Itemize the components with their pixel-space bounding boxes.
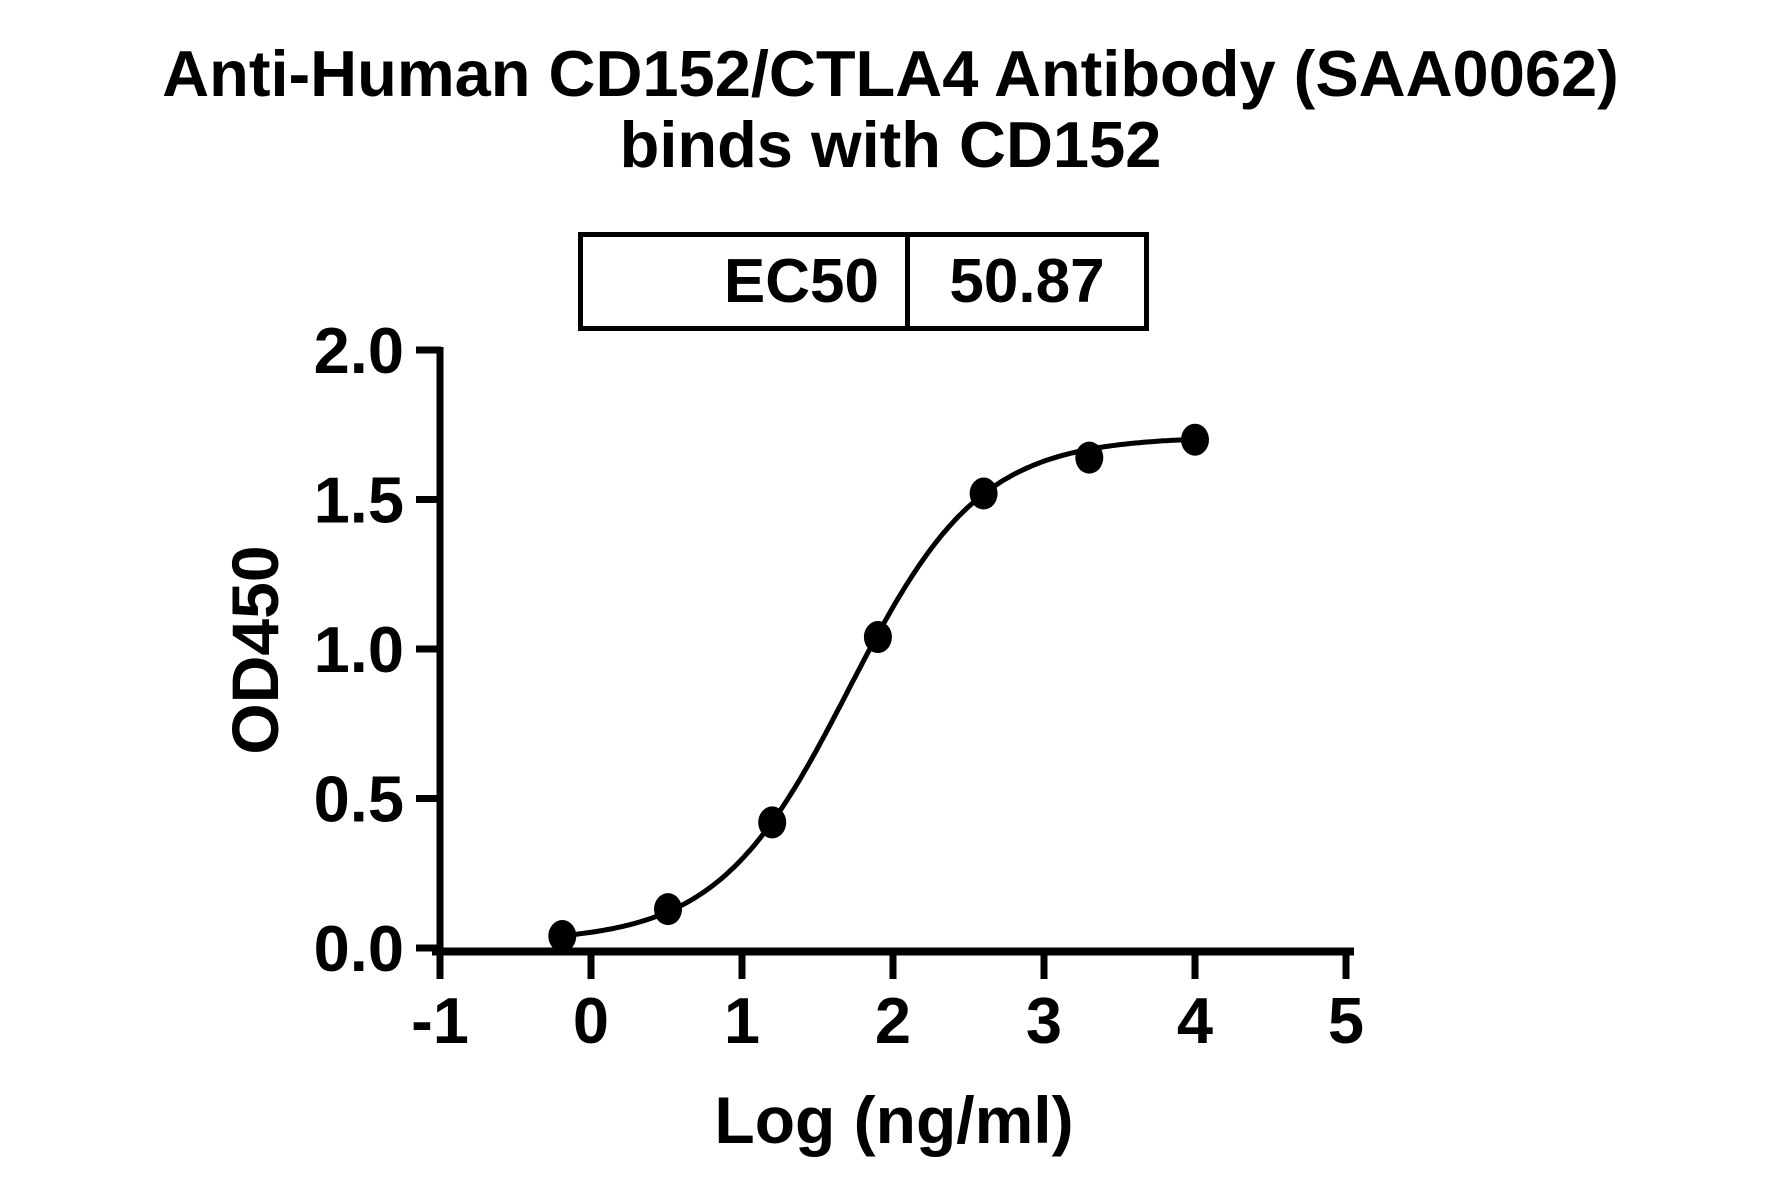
chart-title: Anti-Human CD152/CTLA4 Antibody (SAA0062… bbox=[0, 38, 1781, 180]
y-tick-label: 1.0 bbox=[314, 613, 404, 686]
y-tick-label: 0.0 bbox=[314, 912, 404, 985]
y-tick-label: 1.5 bbox=[314, 464, 404, 537]
x-axis-title: Log (ng/ml) bbox=[714, 1083, 1074, 1157]
x-tick-label: 0 bbox=[573, 984, 609, 1057]
ec50-label-cell: EC50 bbox=[583, 237, 910, 326]
chart-title-line1: Anti-Human CD152/CTLA4 Antibody (SAA0062… bbox=[162, 37, 1619, 110]
x-tick-label: 2 bbox=[875, 984, 911, 1057]
data-point bbox=[758, 806, 787, 839]
y-tick-label: 0.5 bbox=[314, 763, 404, 836]
x-tick-label: -1 bbox=[411, 984, 469, 1057]
ec50-table: EC50 50.87 bbox=[578, 232, 1149, 331]
x-tick-label: 3 bbox=[1026, 984, 1062, 1057]
chart-title-line2: binds with CD152 bbox=[619, 108, 1162, 181]
data-point bbox=[863, 621, 892, 654]
x-tick-label: 1 bbox=[724, 984, 760, 1057]
fit-curve bbox=[559, 436, 1196, 939]
data-point bbox=[969, 477, 998, 510]
data-point bbox=[548, 920, 577, 953]
x-tick-label: 4 bbox=[1177, 984, 1213, 1057]
ec50-value-cell: 50.87 bbox=[949, 247, 1105, 316]
data-point bbox=[654, 893, 683, 926]
y-tick-label: 2.0 bbox=[314, 314, 404, 387]
data-point bbox=[1181, 423, 1209, 456]
data-point bbox=[1075, 441, 1104, 474]
x-tick-label: 5 bbox=[1328, 984, 1364, 1057]
